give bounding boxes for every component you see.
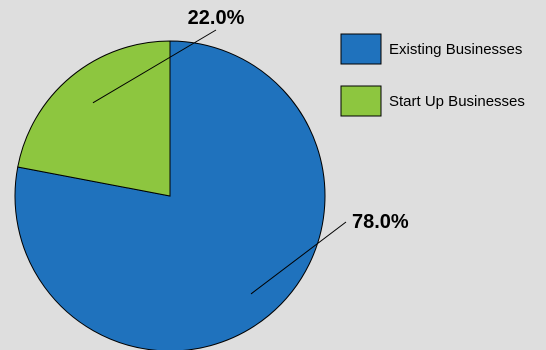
legend-label-existing-businesses: Existing Businesses [389, 41, 522, 58]
legend-label-start-up-businesses: Start Up Businesses [389, 93, 525, 110]
data-label-existing-businesses: 78.0% [352, 211, 409, 233]
pie-slice-existing-businesses [14, 40, 326, 350]
legend: Existing Businesses Start Up Businesses [340, 33, 525, 117]
data-label-start-up-businesses: 22.0% [188, 7, 245, 29]
leader-line-existing-businesses [250, 221, 347, 295]
legend-item-start-up-businesses: Start Up Businesses [340, 85, 525, 117]
legend-swatch-start-up-businesses [340, 85, 382, 117]
leader-line-start-up-businesses [92, 29, 217, 104]
pie-slices [14, 40, 326, 350]
legend-swatch-existing-businesses [340, 33, 382, 65]
legend-item-existing-businesses: Existing Businesses [340, 33, 522, 65]
data-labels: 78.0% 22.0% [188, 7, 409, 233]
leader-lines [92, 29, 347, 295]
